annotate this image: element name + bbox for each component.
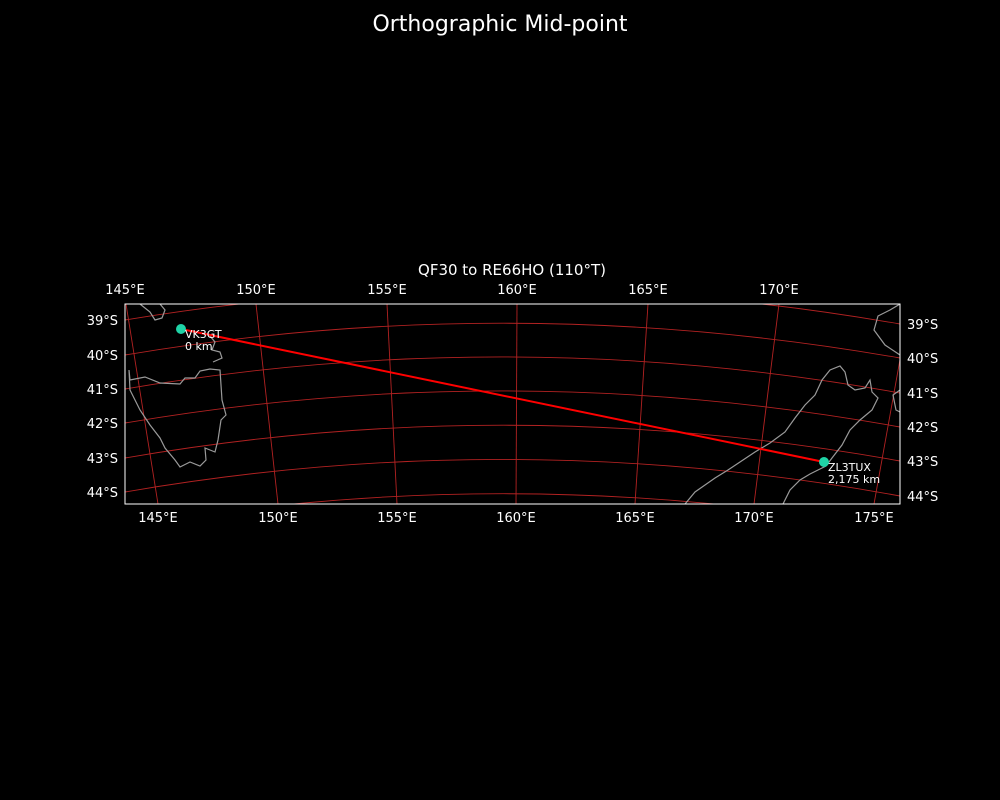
point-label-distance: 0 km bbox=[185, 340, 213, 353]
lat-tick-label: 42°S bbox=[907, 421, 938, 436]
coastlines bbox=[128, 304, 900, 504]
parallel-43 bbox=[125, 424, 900, 462]
parallel-40 bbox=[125, 322, 900, 359]
top-lon-labels: 145°E 150°E 155°E 160°E 165°E 170°E bbox=[105, 283, 799, 298]
marker-vk3gt[interactable] bbox=[176, 324, 186, 334]
coast-flinders-island bbox=[209, 335, 223, 363]
meridian-175 bbox=[873, 357, 900, 504]
meridian-160 bbox=[515, 304, 518, 504]
lon-tick-label: 155°E bbox=[367, 283, 407, 298]
coast-north-island-south bbox=[892, 389, 900, 413]
meridian-165 bbox=[634, 304, 649, 504]
lat-tick-label: 40°S bbox=[907, 352, 938, 367]
lon-tick-label: 155°E bbox=[377, 511, 417, 526]
meridian-170 bbox=[753, 304, 780, 504]
parallel-41 bbox=[125, 356, 900, 394]
lon-tick-label: 165°E bbox=[615, 511, 655, 526]
coast-north-island bbox=[873, 304, 900, 356]
lat-tick-label: 39°S bbox=[87, 314, 118, 329]
coast-victoria bbox=[139, 304, 166, 321]
coast-tasmania bbox=[128, 368, 227, 468]
lat-tick-label: 40°S bbox=[87, 349, 118, 364]
lon-tick-label: 160°E bbox=[496, 511, 536, 526]
map-title: QF30 to RE66HO (110°T) bbox=[418, 261, 606, 279]
lon-tick-label: 150°E bbox=[236, 283, 276, 298]
lon-tick-label: 160°E bbox=[497, 283, 537, 298]
lon-tick-label: 150°E bbox=[258, 511, 298, 526]
point-label-call: VK3GT bbox=[185, 328, 222, 341]
point-label-call: ZL3TUX bbox=[828, 461, 871, 474]
meridian-155 bbox=[386, 304, 398, 504]
lat-tick-label: 39°S bbox=[907, 318, 938, 333]
figure-title: Orthographic Mid-point bbox=[372, 12, 628, 37]
great-circle-path bbox=[180, 328, 825, 463]
lat-tick-label: 41°S bbox=[907, 387, 938, 402]
meridian-145 bbox=[125, 304, 159, 504]
lon-tick-label: 165°E bbox=[628, 283, 668, 298]
lat-tick-label: 43°S bbox=[907, 455, 938, 470]
parallel-44 bbox=[125, 459, 900, 497]
lat-tick-label: 42°S bbox=[87, 417, 118, 432]
right-lat-labels: 39°S 40°S 41°S 42°S 43°S 44°S bbox=[907, 318, 938, 505]
left-lat-labels: 39°S 40°S 41°S 42°S 43°S 44°S bbox=[87, 314, 118, 501]
lat-tick-label: 44°S bbox=[907, 490, 938, 505]
point-label-distance: 2,175 km bbox=[828, 473, 880, 486]
lon-tick-label: 145°E bbox=[105, 283, 145, 298]
lat-tick-label: 41°S bbox=[87, 383, 118, 398]
parallel-45 bbox=[288, 493, 719, 504]
marker-zl3tux[interactable] bbox=[819, 457, 829, 467]
lon-tick-label: 170°E bbox=[759, 283, 799, 298]
lat-tick-label: 43°S bbox=[87, 452, 118, 467]
lon-tick-label: 170°E bbox=[734, 511, 774, 526]
meridian-150 bbox=[255, 304, 279, 504]
lon-tick-label: 145°E bbox=[138, 511, 178, 526]
bottom-lon-labels: 145°E 150°E 155°E 160°E 165°E 170°E 175°… bbox=[138, 511, 894, 526]
lon-tick-label: 175°E bbox=[854, 511, 894, 526]
parallel-42 bbox=[125, 390, 900, 428]
lat-tick-label: 44°S bbox=[87, 486, 118, 501]
map-frame bbox=[124, 303, 901, 505]
